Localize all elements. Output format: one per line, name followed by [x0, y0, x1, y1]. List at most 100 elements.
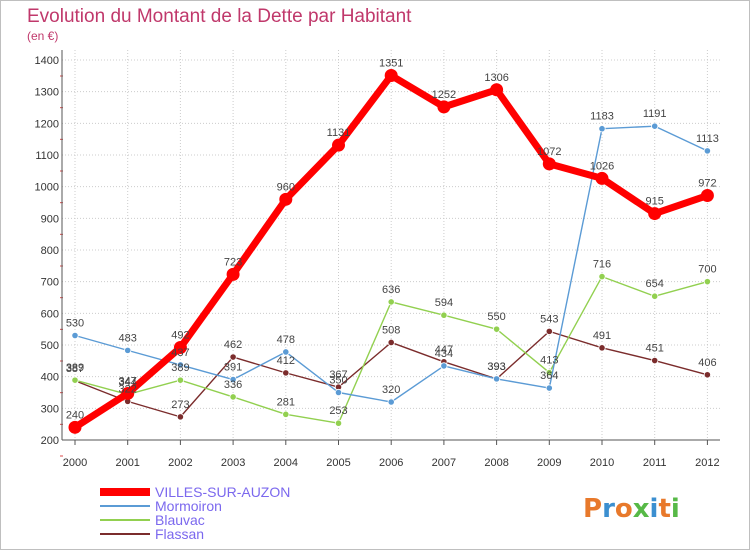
data-label: 491 — [593, 330, 611, 342]
data-label: 462 — [224, 339, 242, 351]
data-label: 550 — [487, 311, 505, 323]
data-point — [279, 192, 293, 206]
data-point — [545, 384, 553, 392]
data-point — [124, 346, 132, 354]
data-label: 350 — [329, 375, 347, 387]
data-label: 389 — [66, 362, 84, 374]
data-point — [282, 410, 290, 418]
y-tick-label: 900 — [41, 213, 59, 225]
data-point — [68, 420, 82, 434]
data-label: 1191 — [643, 108, 667, 120]
y-tick-label: 800 — [41, 245, 59, 257]
data-label: 1252 — [432, 89, 456, 101]
logo-letter: x — [633, 494, 650, 524]
data-label: 434 — [435, 348, 453, 360]
data-label: 347 — [119, 375, 137, 387]
data-point — [229, 353, 237, 361]
data-label: 391 — [224, 362, 242, 374]
data-label: 437 — [171, 347, 189, 359]
legend-label-3: Flassan — [155, 526, 204, 542]
logo-letter: o — [615, 494, 633, 524]
data-point — [598, 125, 606, 133]
y-tick-label: 1300 — [35, 87, 59, 99]
legend-label-1: Mormoiron — [155, 498, 222, 514]
x-tick-label: 2007 — [432, 457, 456, 469]
data-point — [492, 325, 501, 333]
data-point — [387, 298, 395, 306]
data-label: 1113 — [696, 133, 719, 145]
data-point — [598, 344, 606, 352]
y-tick-label: 1000 — [35, 182, 59, 194]
x-tick-label: 2011 — [643, 457, 667, 469]
data-label: 654 — [646, 278, 664, 290]
data-point — [282, 369, 290, 377]
y-tick-label: 700 — [41, 277, 59, 289]
y-tick-label: 1200 — [35, 118, 59, 130]
data-label: 253 — [329, 405, 347, 417]
data-label: 281 — [277, 396, 295, 408]
data-point — [545, 327, 553, 335]
data-point — [173, 341, 187, 355]
data-point — [440, 362, 448, 370]
data-label: 723 — [224, 256, 242, 268]
data-point — [282, 348, 290, 356]
data-point — [703, 147, 712, 155]
logo-letter: t — [658, 494, 670, 524]
data-point — [651, 292, 659, 300]
data-label: 492 — [171, 330, 189, 342]
data-point — [384, 69, 398, 83]
data-label: 716 — [593, 259, 611, 271]
y-tick-label: 200 — [41, 435, 59, 447]
data-label: 336 — [224, 379, 242, 391]
x-tick-label: 2003 — [221, 457, 245, 469]
data-point — [71, 376, 79, 384]
data-label: 451 — [646, 343, 664, 355]
data-label: 508 — [382, 324, 400, 336]
data-label: 387 — [66, 363, 84, 375]
data-label: 393 — [487, 361, 505, 373]
y-tick-label: 600 — [41, 308, 59, 320]
data-point — [492, 375, 501, 383]
data-point — [703, 278, 712, 286]
data-point — [700, 189, 714, 203]
data-point — [332, 138, 345, 152]
data-label: 478 — [277, 334, 295, 346]
data-label: 1183 — [590, 111, 614, 123]
data-label: 406 — [698, 357, 716, 369]
y-tick-label: 1100 — [35, 150, 59, 162]
data-point — [490, 83, 504, 97]
logo-letter: i — [650, 494, 659, 524]
y-tick-label: 1400 — [35, 55, 59, 67]
proxiti-logo: Proxiti — [583, 494, 680, 524]
x-tick-label: 2004 — [274, 457, 298, 469]
x-tick-label: 2006 — [379, 457, 403, 469]
data-label: 364 — [540, 370, 558, 382]
data-label: 700 — [698, 264, 716, 276]
data-point — [387, 338, 395, 347]
legend-label-2: Blauvac — [155, 512, 205, 528]
data-point — [226, 267, 240, 281]
data-label: 389 — [171, 362, 189, 374]
data-point — [229, 375, 237, 384]
x-tick-label: 2001 — [115, 457, 139, 469]
data-point — [651, 356, 659, 365]
y-tick-label: 300 — [41, 403, 59, 415]
data-label: 273 — [171, 399, 189, 411]
y-tick-label: 500 — [41, 340, 59, 352]
data-label: 320 — [382, 384, 400, 396]
data-point — [334, 388, 343, 397]
x-tick-label: 2002 — [168, 457, 192, 469]
data-label: 636 — [382, 284, 400, 296]
data-point — [176, 376, 184, 384]
data-label: 960 — [277, 181, 295, 193]
data-label: 367 — [329, 369, 347, 381]
x-tick-label: 2012 — [695, 457, 719, 469]
data-label: 393 — [487, 361, 505, 373]
data-point — [542, 157, 556, 171]
x-tick-label: 2008 — [484, 457, 508, 469]
data-label: 447 — [435, 344, 453, 356]
data-point — [387, 398, 395, 406]
data-label: 1131 — [327, 127, 351, 139]
